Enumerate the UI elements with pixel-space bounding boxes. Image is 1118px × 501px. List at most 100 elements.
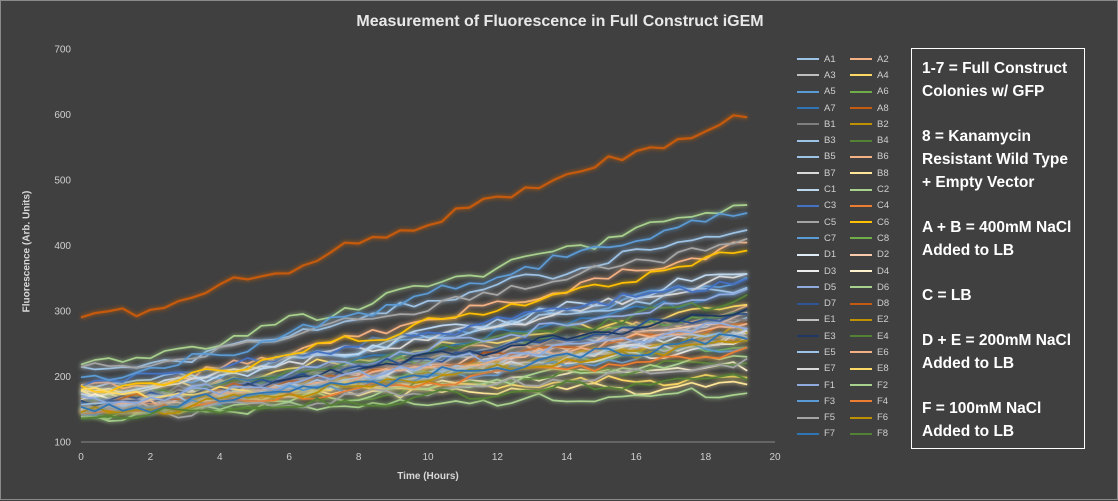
notes-box: 1-7 = Full Construct Colonies w/ GFP 8 =…	[911, 48, 1085, 449]
legend-label: F7	[824, 428, 836, 440]
legend-item-D7: D7	[797, 295, 850, 311]
x-tick-label: 12	[492, 452, 504, 463]
legend-swatch	[797, 335, 819, 338]
legend-item-F2: F2	[850, 377, 903, 393]
legend-label: D8	[877, 298, 890, 310]
legend-label: D6	[877, 281, 890, 293]
legend-swatch	[797, 432, 819, 435]
legend-item-B7: B7	[797, 165, 850, 181]
legend-item-F6: F6	[850, 410, 903, 426]
legend-label: B4	[877, 135, 889, 147]
legend-swatch	[797, 107, 819, 110]
legend-label: A5	[824, 86, 836, 98]
legend-item-D4: D4	[850, 263, 903, 279]
legend-item-C4: C4	[850, 198, 903, 214]
note-line: F = 100mM NaCl	[922, 400, 1042, 417]
y-tick-label: 300	[54, 307, 71, 318]
legend-item-A4: A4	[850, 67, 903, 83]
series-line-F7	[80, 333, 748, 414]
series-line-F6	[80, 339, 748, 415]
note-line: C = LB	[922, 287, 972, 304]
legend-item-E1: E1	[797, 312, 850, 328]
legend-label: E5	[824, 346, 836, 358]
legend-swatch	[797, 351, 819, 354]
legend-swatch	[797, 318, 819, 321]
legend-item-B1: B1	[797, 116, 850, 132]
legend-swatch	[797, 188, 819, 191]
series-line-C2	[80, 204, 748, 366]
legend-item-F3: F3	[797, 393, 850, 409]
legend-swatch	[850, 123, 872, 126]
legend-label: F3	[824, 395, 836, 407]
note-line: 1-7 = Full Construct	[922, 60, 1068, 77]
y-tick-label: 600	[54, 110, 71, 121]
x-tick-label: 2	[148, 452, 154, 463]
legend-item-B5: B5	[797, 149, 850, 165]
legend-item-A7: A7	[797, 100, 850, 116]
x-tick-label: 10	[422, 452, 434, 463]
legend-item-C6: C6	[850, 214, 903, 230]
legend-swatch	[850, 107, 872, 110]
legend-label: E8	[877, 363, 889, 375]
legend-swatch	[850, 221, 872, 224]
series-line-E6	[80, 322, 748, 413]
legend-swatch	[850, 237, 872, 240]
legend-item-F1: F1	[797, 377, 850, 393]
legend-item-C8: C8	[850, 230, 903, 246]
x-tick-label: 20	[769, 452, 781, 463]
legend-item-A2: A2	[850, 51, 903, 67]
note-line: Added to LB	[922, 242, 1015, 259]
legend-item-E2: E2	[850, 312, 903, 328]
legend-label: B1	[824, 118, 836, 130]
legend-item-E7: E7	[797, 361, 850, 377]
y-tick-label: 400	[54, 241, 71, 252]
chart-title: Measurement of Fluorescence in Full Cons…	[356, 13, 764, 30]
series-line-B5	[80, 229, 748, 371]
x-tick-label: 8	[356, 452, 362, 463]
legend-swatch	[850, 367, 872, 370]
legend-label: A8	[877, 102, 889, 114]
legend-swatch	[797, 384, 819, 387]
legend-label: E3	[824, 330, 836, 342]
legend-item-E4: E4	[850, 328, 903, 344]
legend-label: A4	[877, 69, 889, 81]
legend-item-A8: A8	[850, 100, 903, 116]
x-tick-labels: 0 2 4 6 8 10 12 14 16 18 20	[78, 452, 781, 463]
legend-label: F4	[877, 395, 889, 407]
legend-swatch	[797, 400, 819, 403]
legend-item-A1: A1	[797, 51, 850, 67]
legend-swatch	[850, 139, 872, 142]
legend-item-C7: C7	[797, 230, 850, 246]
series-line-F5	[80, 357, 748, 419]
legend-label: C8	[877, 232, 890, 244]
legend-item-D1: D1	[797, 247, 850, 263]
series-line-C5	[80, 237, 748, 369]
legend-swatch	[850, 384, 872, 387]
legend-item-B2: B2	[850, 116, 903, 132]
legend-label: E7	[824, 363, 836, 375]
legend-swatch	[850, 335, 872, 338]
x-tick-label: 14	[561, 452, 573, 463]
legend-swatch	[797, 367, 819, 370]
legend-label: B8	[877, 167, 889, 179]
legend-label: D1	[824, 249, 837, 261]
legend-label: F2	[877, 379, 889, 391]
legend-item-C1: C1	[797, 181, 850, 197]
legend-item-B4: B4	[850, 132, 903, 148]
legend-item-F4: F4	[850, 393, 903, 409]
legend-item-D2: D2	[850, 247, 903, 263]
legend-swatch	[797, 204, 819, 207]
legend-label: F6	[877, 412, 889, 424]
legend-label: D5	[824, 281, 837, 293]
legend-swatch	[797, 172, 819, 175]
legend-label: E6	[877, 346, 889, 358]
legend-item-B3: B3	[797, 132, 850, 148]
legend-swatch	[850, 204, 872, 207]
note-line: A + B = 400mM NaCl	[922, 219, 1072, 236]
legend-swatch	[850, 188, 872, 191]
legend-item-C2: C2	[850, 181, 903, 197]
legend-item-F7: F7	[797, 426, 850, 442]
legend-label: F5	[824, 412, 836, 424]
legend-swatch	[850, 155, 872, 158]
